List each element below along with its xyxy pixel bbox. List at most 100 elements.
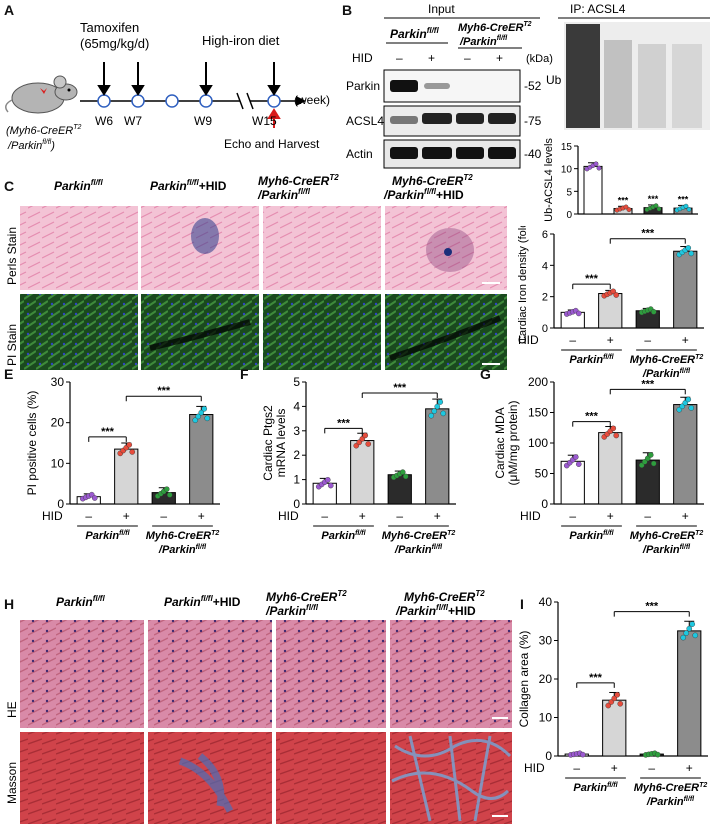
img-he-2 (148, 620, 272, 728)
data-point (572, 454, 579, 460)
hid-mark: + (607, 333, 614, 347)
y-tick-label: 15 (561, 142, 573, 153)
sig-stars: *** (101, 426, 115, 438)
data-point (91, 495, 98, 501)
hid-mark: + (607, 509, 614, 523)
chart-b-inset: Ub-ACSL4 levels 0 5 10 15 *** *** *** (543, 138, 698, 222)
y-tick-label: 4 (542, 260, 548, 272)
blot-acsl4 (383, 105, 521, 137)
y-tick-label: 0 (545, 749, 552, 763)
group-label-myh6-2: /Parkinfl/fl (158, 544, 207, 556)
data-point (650, 309, 657, 315)
data-point (575, 461, 582, 467)
y-axis-label: Cardiac MDA (493, 407, 507, 478)
data-point (204, 415, 211, 422)
data-point (692, 632, 699, 639)
data-point (683, 203, 689, 209)
data-point (656, 206, 662, 212)
data-point (686, 625, 693, 632)
bar (673, 404, 698, 505)
input-title: Input (428, 2, 455, 16)
bar (598, 293, 623, 329)
data-point (608, 699, 615, 705)
bar (677, 630, 702, 757)
img-pi-1 (20, 294, 138, 370)
panel-b-label: B (342, 2, 353, 18)
hid-mark: + (686, 761, 693, 775)
y-axis-label: mRNA levels (274, 409, 288, 478)
blot-name-acsl4: ACSL4 (346, 114, 384, 128)
hid-mark: + (434, 509, 441, 523)
c-col2: Parkinfl/fl+HID (150, 178, 227, 193)
data-point (126, 442, 133, 448)
hid-mark: – (321, 509, 328, 523)
hid-mark: – (648, 761, 655, 775)
y-tick-label: 4 (293, 399, 300, 413)
panel-f-label: F (240, 366, 249, 382)
y-axis-label: (μM/mg protein) (506, 401, 520, 486)
svg-text:–: – (464, 51, 471, 65)
hid-mark: – (160, 509, 167, 523)
data-point (683, 630, 690, 636)
svg-text:–: – (396, 51, 403, 65)
group-label-myh6: Myh6-CreERT2 (634, 782, 708, 794)
b-hid: HID (352, 51, 373, 65)
ip-title: IP: ACSL4 (570, 2, 626, 16)
h-row-he: HE (5, 701, 19, 718)
data-point (689, 621, 696, 627)
data-point (685, 245, 692, 251)
group-label-myh6-2: /Parkinfl/fl (646, 796, 695, 808)
bar (598, 432, 623, 505)
h-row-masson: Masson (5, 762, 19, 804)
y-tick-label: 100 (528, 436, 548, 450)
y-tick-label: 20 (539, 672, 553, 686)
sig-stars: *** (618, 195, 629, 205)
mouse-icon (5, 75, 78, 114)
svg-text:+: + (428, 51, 435, 65)
echo-label: Echo and Harvest (224, 137, 320, 151)
group-label-myh6-2: /Parkinfl/fl (642, 544, 691, 556)
h-col4-l2: /Parkinfl/fl+HID (395, 603, 476, 618)
data-point (605, 702, 612, 709)
hid-mark: – (569, 333, 576, 347)
data-point (575, 310, 582, 317)
c-col4-l1: Myh6-CreERT2 (392, 173, 473, 188)
img-he-4 (390, 620, 512, 728)
hid-label: HID (518, 333, 539, 347)
y-tick-label: 10 (561, 165, 573, 176)
y-tick-label: 0 (57, 497, 64, 511)
bar (350, 440, 375, 505)
hid-mark: – (644, 509, 651, 523)
img-he-1 (20, 620, 144, 728)
chart-i: Collagen area (%) 0 10 20 30 40 *** *** HID – + – + P… (517, 595, 708, 808)
y-tick-label: 2 (293, 448, 300, 462)
chart-g: Cardiac MDA (μM/mg protein) 0 50 100 150 200 **… (493, 375, 704, 556)
data-point (613, 292, 620, 298)
data-point (610, 425, 617, 432)
img-pi-2 (141, 294, 259, 370)
data-point (647, 452, 654, 458)
chart-d: Cardiac Iron density (fold) 0 2 4 6 *** *** HID… (517, 226, 704, 380)
data-point (437, 399, 444, 405)
data-point (653, 203, 659, 209)
h-col2: Parkinfl/fl+HID (164, 594, 241, 609)
data-point (610, 288, 617, 295)
bar (114, 448, 139, 505)
svg-text:-52: -52 (524, 79, 542, 93)
sig-stars: *** (645, 601, 659, 613)
data-point (198, 409, 205, 416)
y-tick-label: 30 (51, 375, 65, 389)
week-w7: W7 (124, 114, 142, 128)
sig-stars: *** (393, 382, 407, 394)
blot-ip-ub (564, 22, 710, 130)
data-point (399, 469, 406, 475)
hid-label: HID (278, 509, 299, 523)
sig-stars: *** (585, 411, 599, 423)
group-label-parkin: Parkinfl/fl (85, 530, 130, 542)
data-point (324, 477, 331, 483)
y-axis-label: PI positive cells (%) (25, 391, 39, 496)
hid-label: HID (524, 761, 545, 775)
data-point (163, 486, 170, 492)
panel-e-label: E (4, 366, 14, 382)
